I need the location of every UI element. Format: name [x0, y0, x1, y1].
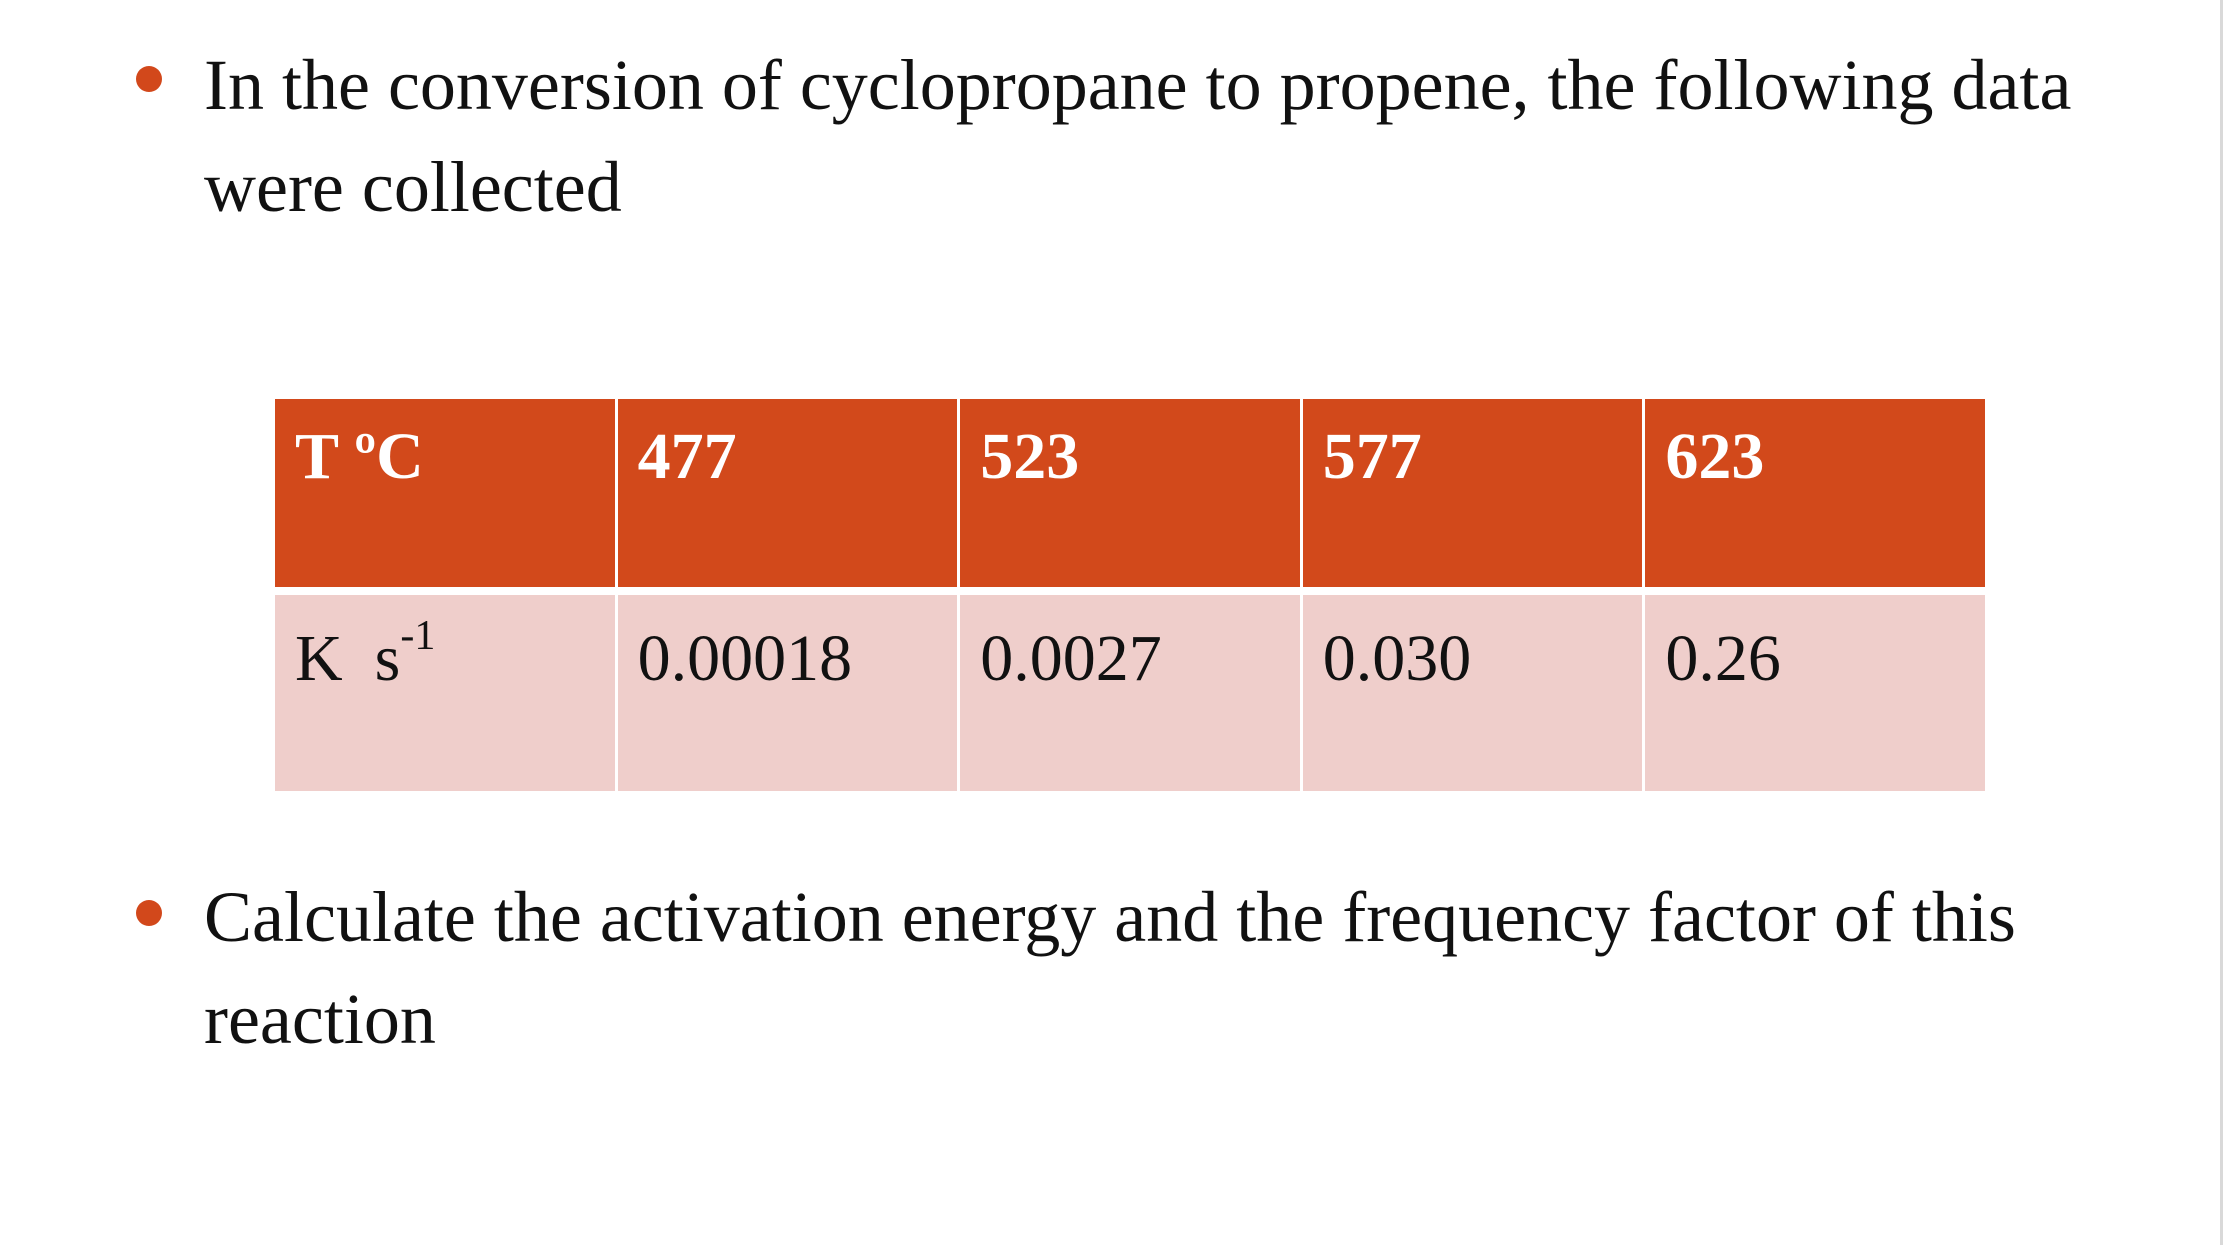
bullet-dot-icon	[136, 66, 162, 92]
bullet-dot-icon	[136, 900, 162, 926]
bullet-text-1: In the conversion of cyclopropane to pro…	[204, 45, 2072, 227]
temperature-cell: 623	[1642, 396, 1988, 595]
bullet-text-2: Calculate the activation energy and the …	[204, 877, 2016, 1059]
rate-constant-cell: 0.030	[1299, 589, 1646, 794]
rate-symbol: K	[295, 622, 343, 695]
rate-constant-cell: 0.26	[1642, 589, 1988, 794]
temperature-cell: 523	[957, 396, 1303, 595]
rate-constant-cell: 0.00018	[614, 589, 961, 794]
table-header-row: T ºC 477 523 577 623	[272, 396, 1988, 595]
slide-right-edge	[2220, 0, 2223, 1245]
rate-constant-cell: 0.0027	[957, 589, 1303, 794]
rate-unit: s	[374, 622, 401, 695]
temperature-cell: 577	[1299, 396, 1646, 595]
rate-unit-exponent: -1	[400, 613, 436, 659]
row-header-temperature: T ºC	[272, 396, 618, 595]
temperature-cell: 477	[614, 396, 961, 595]
